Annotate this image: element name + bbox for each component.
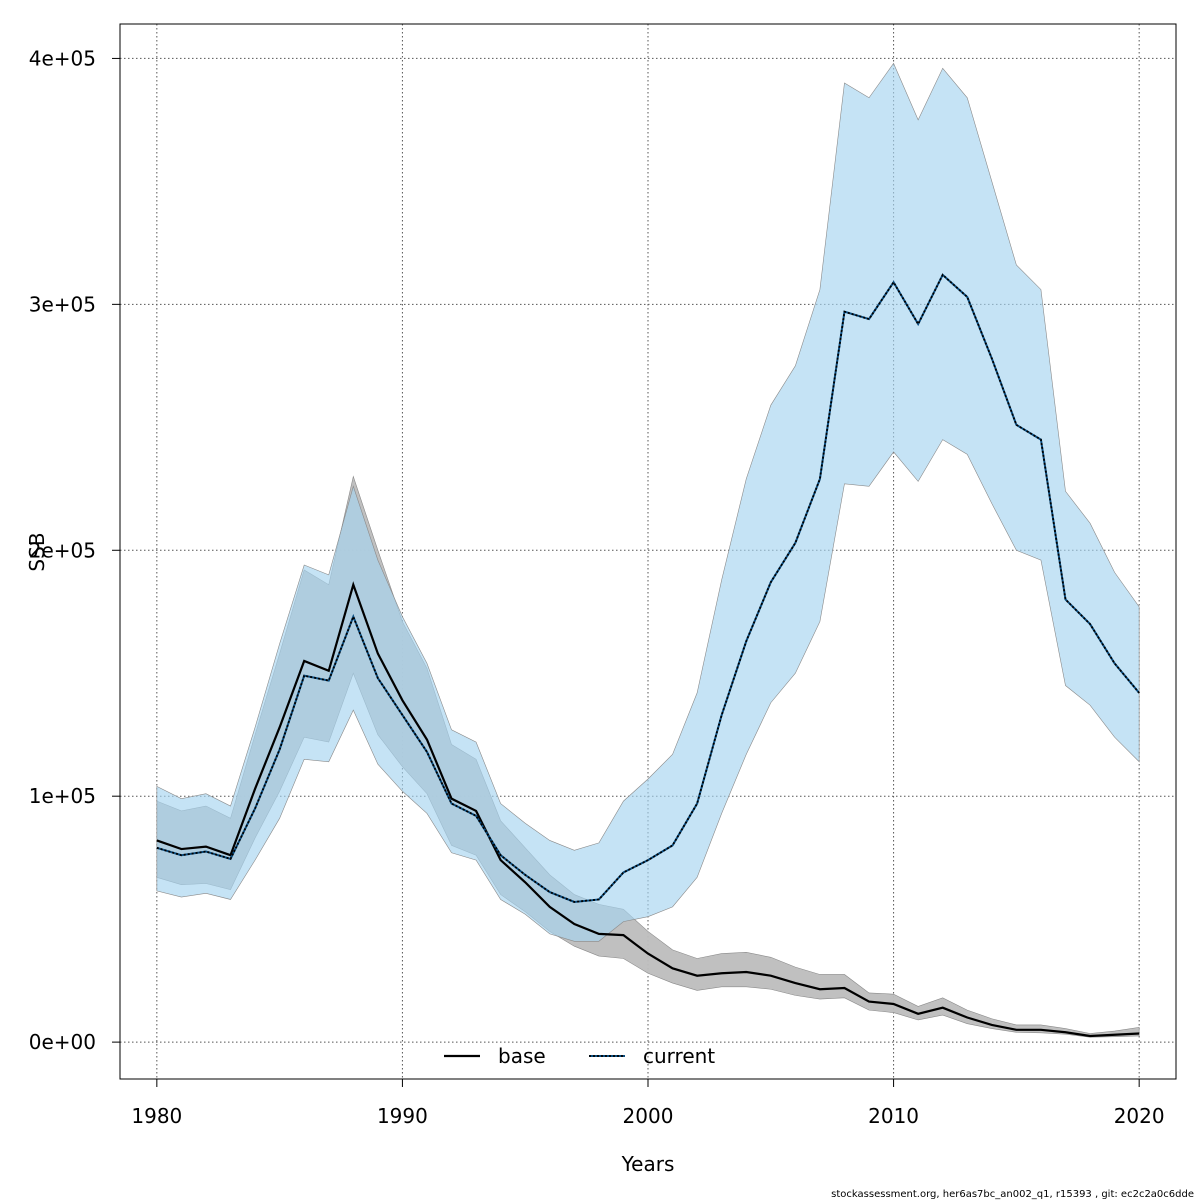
x-tick-label: 2000 — [623, 1104, 674, 1128]
legend-label-current: current — [643, 1044, 715, 1068]
y-tick-label: 3e+05 — [29, 292, 96, 316]
series-lines — [156, 273, 1140, 1038]
y-tick-label: 1e+05 — [29, 784, 96, 808]
current-line — [156, 273, 1140, 903]
legend-label-base: base — [498, 1044, 546, 1068]
footnote: stockassessment.org, her6as7bc_an002_q1,… — [831, 1189, 1194, 1200]
x-tick-label: 1980 — [131, 1104, 182, 1128]
x-tick-label: 2010 — [868, 1104, 919, 1128]
x-axis-title: Years — [621, 1152, 675, 1176]
y-tick-label: 2e+05 — [29, 538, 96, 562]
y-tick-label: 4e+05 — [29, 46, 96, 70]
y-tick-label: 0e+00 — [29, 1030, 96, 1054]
base-line — [156, 581, 1140, 1038]
x-tick-label: 2020 — [1114, 1104, 1165, 1128]
legend: base current — [444, 1044, 715, 1068]
y-axis-title: SSB — [25, 532, 49, 571]
current-confidence-band — [156, 62, 1140, 942]
x-axis: 1980 1990 2000 2010 2020 — [131, 1078, 1165, 1128]
y-axis: 0e+00 1e+05 2e+05 3e+05 4e+05 — [29, 46, 121, 1054]
grid-lines — [120, 24, 1176, 1079]
x-tick-label: 1990 — [377, 1104, 428, 1128]
